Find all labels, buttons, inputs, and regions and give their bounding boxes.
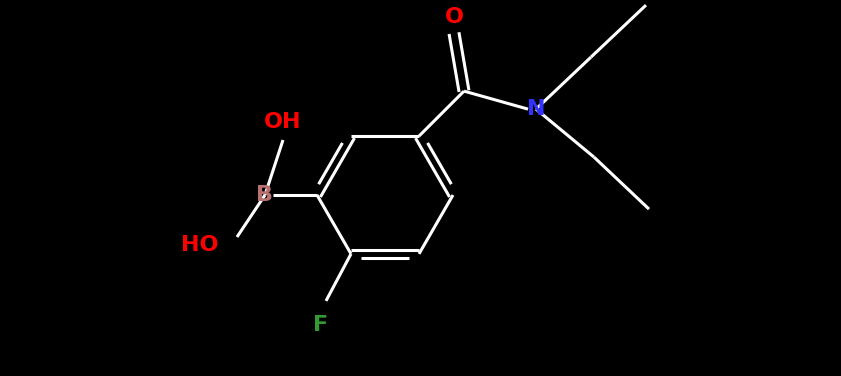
Text: F: F [314,315,329,335]
Text: O: O [445,7,463,27]
Text: N: N [526,99,545,119]
Text: B: B [257,185,273,205]
Text: HO: HO [182,235,219,255]
Text: OH: OH [264,112,302,132]
